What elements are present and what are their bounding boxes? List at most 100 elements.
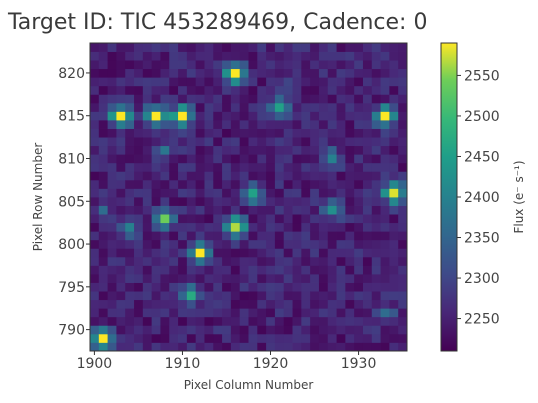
- heatmap-cell: [248, 85, 258, 95]
- heatmap-cell: [362, 188, 373, 198]
- heatmap-cell: [371, 120, 381, 129]
- heatmap-cell: [274, 342, 285, 352]
- heatmap-cell: [178, 85, 188, 95]
- heatmap-cell: [257, 325, 267, 335]
- heatmap-cell: [354, 333, 364, 343]
- heatmap-cell: [362, 154, 373, 164]
- heatmap-cell: [213, 308, 223, 318]
- heatmap-cell: [248, 299, 258, 309]
- heatmap-cell: [389, 162, 399, 172]
- heatmap-cell: [98, 316, 109, 326]
- heatmap-cell: [186, 197, 197, 206]
- heatmap-cell: [389, 43, 399, 52]
- heatmap-cell: [107, 179, 117, 189]
- heatmap-cell: [389, 197, 399, 206]
- heatmap-cell: [222, 231, 232, 241]
- heatmap-cell: [362, 282, 373, 292]
- colorbar-tick-label: 2450: [464, 149, 500, 165]
- heatmap-cell: [292, 43, 302, 52]
- heatmap-cell: [213, 179, 223, 189]
- heatmap-cell: [169, 85, 179, 95]
- heatmap-cell: [398, 102, 408, 112]
- heatmap-cell: [318, 111, 329, 121]
- heatmap-cell: [239, 256, 249, 266]
- heatmap-cell: [327, 231, 337, 241]
- heatmap-cell: [283, 102, 293, 112]
- heatmap-cell: [230, 214, 241, 224]
- heatmap-cell: [283, 188, 293, 198]
- heatmap-cell: [160, 214, 170, 224]
- heatmap-cell: [178, 231, 188, 241]
- heatmap-cell: [389, 188, 399, 198]
- heatmap-cell: [178, 325, 188, 335]
- heatmap-cell: [345, 308, 355, 318]
- heatmap-cell: [371, 154, 381, 164]
- heatmap-cell: [283, 282, 293, 292]
- heatmap-cell: [345, 205, 355, 215]
- heatmap-cell: [239, 265, 249, 275]
- heatmap-cell: [125, 43, 135, 52]
- heatmap-cell: [380, 325, 390, 335]
- heatmap-cell: [389, 248, 399, 258]
- heatmap-cell: [266, 77, 276, 87]
- heatmap-cell: [266, 145, 276, 155]
- heatmap-cell: [362, 51, 373, 61]
- heatmap-cell: [178, 120, 188, 129]
- heatmap-cell: [169, 308, 179, 318]
- heatmap-cell: [204, 299, 214, 309]
- heatmap-cell: [142, 239, 153, 249]
- heatmap-cell: [151, 102, 161, 112]
- heatmap-cell: [195, 308, 205, 318]
- heatmap-cell: [230, 342, 241, 352]
- heatmap-cell: [301, 214, 311, 224]
- heatmap-cell: [327, 60, 337, 70]
- heatmap-cell: [169, 342, 179, 352]
- heatmap-cell: [160, 94, 170, 104]
- heatmap-cell: [248, 77, 258, 87]
- heatmap-cell: [239, 162, 249, 172]
- heatmap-cell: [239, 120, 249, 129]
- heatmap-cell: [257, 137, 267, 147]
- heatmap-cell: [301, 51, 311, 61]
- heatmap-cell: [301, 265, 311, 275]
- heatmap-cell: [98, 231, 109, 241]
- heatmap-cell: [318, 154, 329, 164]
- heatmap-cell: [301, 222, 311, 232]
- heatmap-cell: [327, 214, 337, 224]
- heatmap-cell: [292, 137, 302, 147]
- heatmap-cell: [186, 282, 197, 292]
- heatmap-cell: [292, 274, 302, 283]
- heatmap-cell: [134, 128, 144, 138]
- heatmap-cell: [116, 120, 126, 129]
- heatmap-cell: [345, 325, 355, 335]
- heatmap-cell: [274, 239, 285, 249]
- heatmap-cell: [248, 325, 258, 335]
- heatmap-cell: [178, 256, 188, 266]
- heatmap-cell: [301, 325, 311, 335]
- heatmap-cell: [371, 77, 381, 87]
- heatmap-cell: [98, 128, 109, 138]
- heatmap-cell: [354, 214, 364, 224]
- heatmap-cell: [310, 154, 320, 164]
- heatmap-cell: [160, 68, 170, 78]
- heatmap-cell: [142, 274, 153, 283]
- heatmap-cell: [266, 308, 276, 318]
- heatmap-cell: [389, 291, 399, 301]
- heatmap-cell: [169, 188, 179, 198]
- heatmap-cell: [230, 43, 241, 52]
- heatmap-cell: [116, 282, 126, 292]
- heatmap-cell: [125, 239, 135, 249]
- heatmap-cell: [310, 282, 320, 292]
- heatmap-cell: [362, 333, 373, 343]
- heatmap-cell: [125, 60, 135, 70]
- heatmap-cell: [169, 205, 179, 215]
- heatmap-cell: [134, 274, 144, 283]
- heatmap-cell: [195, 85, 205, 95]
- heatmap-cell: [398, 43, 408, 52]
- heatmap-cell: [292, 222, 302, 232]
- heatmap-cell: [283, 162, 293, 172]
- heatmap-cell: [266, 325, 276, 335]
- heatmap-cell: [142, 43, 153, 52]
- heatmap-cell: [371, 94, 381, 104]
- heatmap-cell: [398, 120, 408, 129]
